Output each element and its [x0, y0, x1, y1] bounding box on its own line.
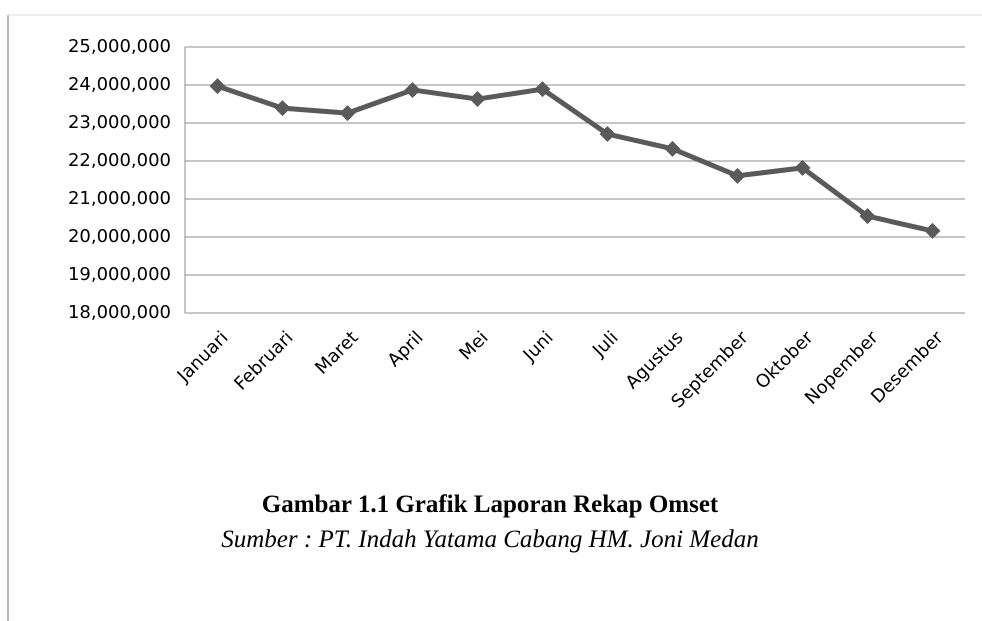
x-tick-label: Januari	[173, 327, 233, 387]
x-tick-label: April	[384, 327, 428, 371]
x-tick-label: Maret	[311, 327, 362, 378]
marker	[274, 100, 291, 117]
marker	[209, 78, 226, 95]
chart-title: Gambar 1.1 Grafik Laporan Rekap Omset	[262, 491, 719, 518]
marker	[404, 81, 421, 98]
x-tick-label: Mei	[455, 327, 492, 364]
x-tick-label: Juli	[588, 327, 622, 361]
y-tick-label: 19,000,000	[68, 264, 171, 285]
y-tick-label: 23,000,000	[68, 112, 171, 133]
y-tick-label: 25,000,000	[68, 36, 171, 57]
y-tick-label: 21,000,000	[68, 188, 171, 209]
marker	[794, 159, 811, 176]
x-tick-label: Oktober	[751, 327, 818, 394]
marker	[534, 81, 551, 98]
line	[216, 83, 934, 234]
marker	[339, 105, 356, 122]
marker	[469, 91, 486, 108]
y-tick-label: 24,000,000	[68, 74, 171, 95]
x-tick-label: Juni	[519, 327, 558, 366]
x-tick-label: Agustus	[622, 327, 688, 393]
marker	[729, 167, 746, 184]
marker	[859, 208, 876, 225]
marker	[664, 140, 681, 157]
x-tick-label: Februari	[230, 327, 297, 394]
y-tick-label: 22,000,000	[68, 150, 171, 171]
marker	[599, 126, 616, 143]
y-tick-label: 20,000,000	[68, 226, 171, 247]
marker	[924, 222, 941, 239]
y-tick-label: 18,000,000	[68, 302, 171, 323]
chart-subtitle: Sumber : PT. Indah Yatama Cabang HM. Jon…	[221, 526, 758, 553]
